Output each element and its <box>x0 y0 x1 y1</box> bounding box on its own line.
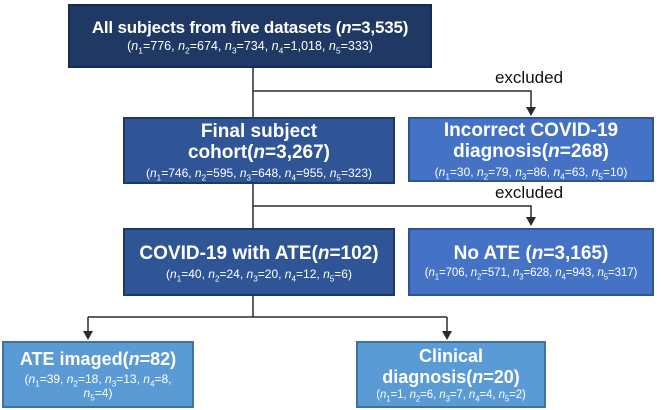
box-all-subjects: All subjects from five datasets (n=3,535… <box>68 4 432 68</box>
box-covid-with-ate-title: COVID-19 with ATE(n=102) <box>139 243 379 265</box>
box-incorrect-diagnosis: Incorrect COVID-19 diagnosis(n=268) (n1=… <box>408 117 654 182</box>
box-clinical-diagnosis: Clinical diagnosis(n=20) (n1=1, n2=6, n3… <box>356 341 546 408</box>
box-ate-imaged: ATE imaged(n=82) (n1=39, n2=18, n3=13, n… <box>2 341 194 408</box>
box-final-cohort-sub: (n1=746, n2=595, n3=648, n4=955, n5=323) <box>145 166 372 183</box>
excluded-label-bottom: excluded <box>494 183 564 202</box>
box-clinical-diagnosis-sub: (n1=1, n2=6, n3=7, n4=4, n5=2) <box>376 389 526 404</box>
box-no-ate-title: No ATE (n=3,165) <box>453 243 609 265</box>
box-ate-imaged-sub-line1: (n1=39, n2=18, n3=13, n4=8, <box>24 371 172 388</box>
box-final-cohort-title-line2: cohort(n=3,267) <box>187 142 331 164</box>
connector-excluded-top <box>253 90 532 108</box>
box-incorrect-diagnosis-sub: (n1=30, n2=79, n3=86, n4=63, n5=10) <box>434 165 628 182</box>
box-covid-with-ate: COVID-19 with ATE(n=102) (n1=40, n2=24, … <box>123 228 395 296</box>
box-final-cohort-title-line1: Final subject <box>200 120 318 142</box>
box-no-ate: No ATE (n=3,165) (n1=706, n2=571, n3=628… <box>408 228 654 296</box>
box-clinical-diagnosis-title-line1: Clinical <box>418 346 484 367</box>
box-all-subjects-title: All subjects from five datasets (n=3,535… <box>91 17 409 37</box>
box-covid-with-ate-sub: (n1=40, n2=24, n3=20, n4=12, n5=6) <box>166 266 352 284</box>
box-final-cohort: Final subject cohort(n=3,267) (n1=746, n… <box>123 117 395 184</box>
arrowhead-ate-imaged <box>83 331 93 340</box>
arrowhead-no-ate <box>526 217 536 226</box>
box-no-ate-sub: (n1=706, n2=571, n3=628, n4=943, n5=317) <box>424 267 638 282</box>
box-ate-imaged-sub-line2: n5=4) <box>83 385 113 403</box>
box-all-subjects-sub: (n1=776, n2=674, n3=734, n4=1,018, n5=33… <box>127 39 373 56</box>
arrowhead-clinical-diagnosis <box>442 331 452 340</box>
box-incorrect-diagnosis-title-line1: Incorrect COVID-19 <box>443 119 619 141</box>
box-ate-imaged-title: ATE imaged(n=82) <box>19 349 177 370</box>
box-clinical-diagnosis-title-line2: diagnosis(n=20) <box>382 366 520 387</box>
box-incorrect-diagnosis-title-line2: diagnosis(n=268) <box>453 141 609 163</box>
excluded-label-top: excluded <box>494 68 564 87</box>
connector-excluded-bottom <box>253 205 532 218</box>
arrowhead-incorrect-diagnosis <box>526 107 536 116</box>
